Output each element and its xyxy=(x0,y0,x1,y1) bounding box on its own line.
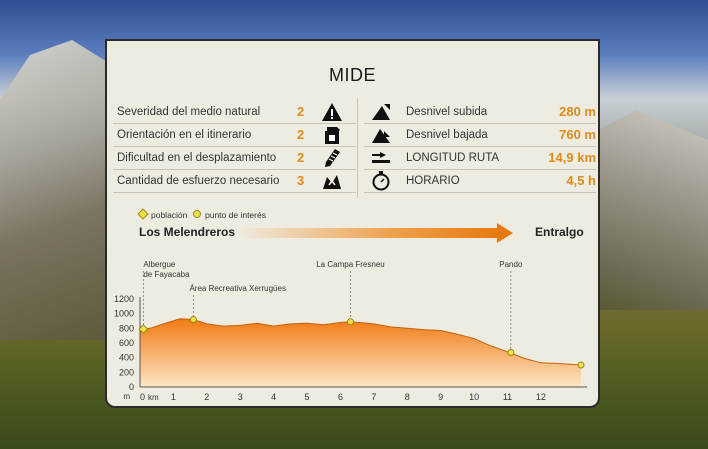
y-tick-label: 1000 xyxy=(114,309,134,319)
point-label: Albergue xyxy=(143,260,176,269)
punto-marker xyxy=(577,361,585,369)
poblacion-marker xyxy=(138,324,149,335)
y-tick-label: 1200 xyxy=(114,294,134,304)
mide-row-longitud: LONGITUD RUTA 14,9 km xyxy=(364,147,596,170)
y-tick-label: 200 xyxy=(119,367,134,377)
punto-marker xyxy=(346,318,354,326)
mide-row-esfuerzo: Cantidad de esfuerzo necesario 3 xyxy=(113,170,356,193)
punto-marker-icon xyxy=(193,210,201,218)
x-tick-label: 12 xyxy=(536,392,546,402)
row-value: 14,9 km xyxy=(548,150,596,165)
row-label: Dificultad en el desplazamiento xyxy=(117,152,277,164)
x-tick-label: 8 xyxy=(405,392,410,402)
descent-icon xyxy=(372,129,390,143)
row-label: Orientación en el itinerario xyxy=(117,129,252,141)
row-label: Cantidad de esfuerzo necesario xyxy=(117,175,280,187)
y-tick-label: 800 xyxy=(119,323,134,333)
row-value: 280 m xyxy=(559,104,596,119)
point-label: de Fayacaba xyxy=(143,270,190,279)
elevation-area xyxy=(140,318,581,387)
mide-row-orientacion: Orientación en el itinerario 2 xyxy=(113,124,356,147)
x-tick-label: 1 xyxy=(171,392,176,402)
ascent-icon xyxy=(372,104,390,120)
legend-punto: punto de interés xyxy=(193,210,266,220)
row-value: 2 xyxy=(297,127,305,142)
x-tick-label: 10 xyxy=(469,392,479,402)
mide-row-desnivel-bajada: Desnivel bajada 760 m xyxy=(364,124,596,147)
route-arrow xyxy=(237,228,499,238)
column-divider xyxy=(357,98,358,198)
punto-marker xyxy=(507,349,515,357)
legend-poblacion-label: población xyxy=(151,210,188,220)
x-tick-label: 3 xyxy=(238,392,243,402)
poblacion-marker-icon xyxy=(137,208,149,220)
legend-poblacion: población xyxy=(137,208,188,220)
x-tick-label: 2 xyxy=(204,392,209,402)
row-value: 2 xyxy=(297,104,305,119)
row-label: Desnivel bajada xyxy=(406,129,488,141)
point-label: Pando xyxy=(499,260,523,269)
mide-panel: MIDE Severidad del medio natural 2 Orien… xyxy=(105,39,600,408)
x-tick-label: 5 xyxy=(305,392,310,402)
row-label: Severidad del medio natural xyxy=(117,106,261,118)
route-arrowhead xyxy=(497,223,513,243)
x-unit-label: km xyxy=(148,393,159,402)
y-tick-label: 600 xyxy=(119,338,134,348)
length-icon xyxy=(372,152,390,163)
legend-punto-label: punto de interés xyxy=(205,210,266,220)
x-tick-label: 4 xyxy=(271,392,276,402)
route-start: Los Melendreros xyxy=(139,225,236,239)
x-tick-label: 6 xyxy=(338,392,343,402)
x-tick-label: 0 xyxy=(140,392,145,402)
boot-icon xyxy=(325,149,340,167)
point-label: La Campa Fresneu xyxy=(316,260,384,269)
signpost-icon xyxy=(325,127,340,144)
row-value: 3 xyxy=(297,173,305,188)
elevation-line xyxy=(139,318,582,366)
row-value: 760 m xyxy=(559,127,596,142)
effort-icon xyxy=(323,175,341,189)
row-label: Desnivel subida xyxy=(406,106,488,118)
mide-row-severidad: Severidad del medio natural 2 xyxy=(113,101,356,124)
punto-marker xyxy=(189,316,197,324)
warning-icon xyxy=(322,103,342,121)
mide-row-desnivel-subida: Desnivel subida 280 m xyxy=(364,101,596,124)
point-label: Área Recreativa Xerrugües xyxy=(189,284,285,293)
mountain-left xyxy=(0,40,120,340)
mountain-right xyxy=(598,110,708,310)
y-tick-label: 400 xyxy=(119,353,134,363)
row-value: 4,5 h xyxy=(566,173,596,188)
stopwatch-icon xyxy=(372,171,390,191)
route-end: Entralgo xyxy=(535,225,584,239)
row-label: HORARIO xyxy=(406,175,460,187)
mide-row-dificultad: Dificultad en el desplazamiento 2 xyxy=(113,147,356,170)
y-unit-label: m xyxy=(123,392,130,401)
row-value: 2 xyxy=(297,150,305,165)
x-tick-label: 11 xyxy=(503,392,512,402)
panel-title: MIDE xyxy=(329,65,376,85)
x-tick-label: 7 xyxy=(371,392,376,402)
y-tick-label: 0 xyxy=(129,382,134,392)
x-tick-label: 9 xyxy=(438,392,443,402)
row-label: LONGITUD RUTA xyxy=(406,152,500,164)
mide-row-horario: HORARIO 4,5 h xyxy=(364,170,596,193)
